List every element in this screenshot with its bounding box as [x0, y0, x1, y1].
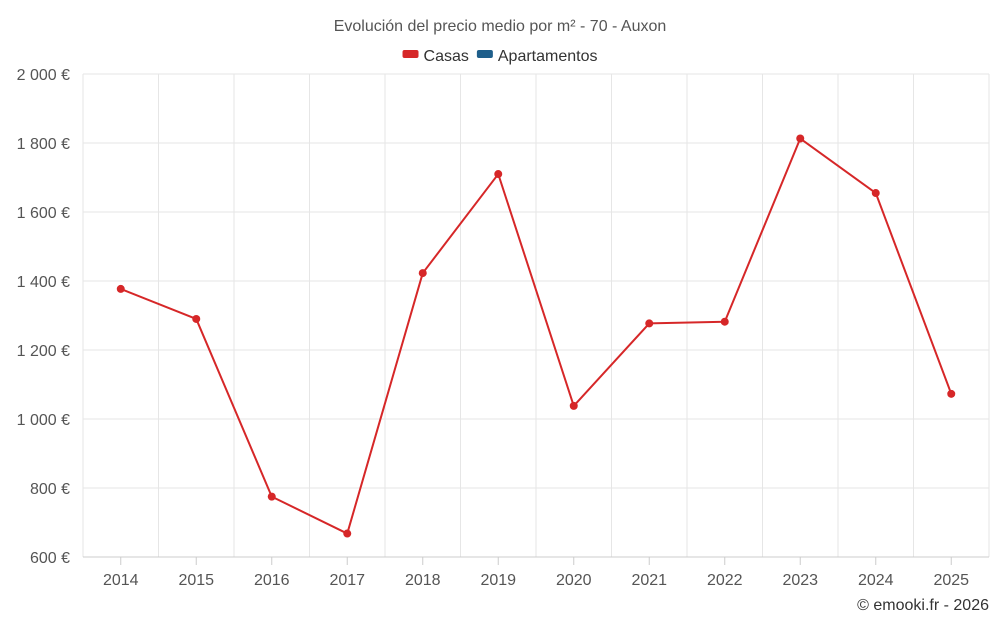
data-point — [418, 269, 427, 278]
series-layer — [116, 134, 956, 538]
footer-credit: © emooki.fr - 2026 — [857, 597, 989, 614]
chart-title: Evolución del precio medio por m² - 70 -… — [334, 18, 667, 35]
data-point — [116, 284, 125, 293]
x-tick-label: 2023 — [782, 572, 818, 589]
legend: Casas Apartamentos — [402, 48, 598, 65]
data-point — [494, 170, 503, 179]
data-point — [645, 319, 654, 328]
data-point — [871, 189, 880, 198]
x-tick-label: 2024 — [858, 572, 894, 589]
data-point — [343, 529, 352, 538]
x-tick-label: 2021 — [631, 572, 667, 589]
x-tick-label: 2025 — [933, 572, 969, 589]
y-tick-label: 1 000 € — [17, 412, 70, 429]
y-tick-label: 1 200 € — [17, 343, 70, 360]
x-tick-label: 2018 — [405, 572, 441, 589]
legend-swatch — [402, 50, 419, 58]
y-tick-label: 1 400 € — [17, 274, 70, 291]
x-tick-label: 2015 — [178, 572, 214, 589]
x-axis: 2014 2015 2016 2017 2018 2019 2020 2021 2022 2023… — [83, 556, 989, 589]
legend-item: Apartamentos — [476, 48, 598, 65]
y-axis: 600 € 800 € 1 000 € 1 200 € 1 400 € 1 600 € 1 … — [17, 67, 70, 567]
y-tick-label: 800 € — [30, 481, 70, 498]
y-tick-label: 1 800 € — [17, 136, 70, 153]
x-tick-label: 2020 — [556, 572, 592, 589]
data-point — [569, 401, 578, 410]
grid — [82, 73, 990, 558]
series-line — [120, 137, 953, 535]
x-tick-label: 2014 — [103, 572, 139, 589]
y-tick-label: 2 000 € — [17, 67, 70, 84]
legend-item: Casas — [402, 48, 469, 65]
legend-swatch — [476, 50, 493, 58]
x-tick-label: 2016 — [254, 572, 290, 589]
x-tick-label: 2017 — [329, 572, 365, 589]
data-point — [796, 134, 805, 143]
y-tick-label: 600 € — [30, 550, 70, 567]
data-point — [947, 389, 956, 398]
legend-label: Casas — [424, 48, 469, 65]
y-tick-label: 1 600 € — [17, 205, 70, 222]
data-point — [192, 314, 201, 323]
legend-label: Apartamentos — [498, 48, 598, 65]
x-tick-label: 2022 — [707, 572, 743, 589]
data-point — [267, 492, 276, 501]
x-tick-label: 2019 — [480, 572, 516, 589]
data-point — [720, 317, 729, 326]
